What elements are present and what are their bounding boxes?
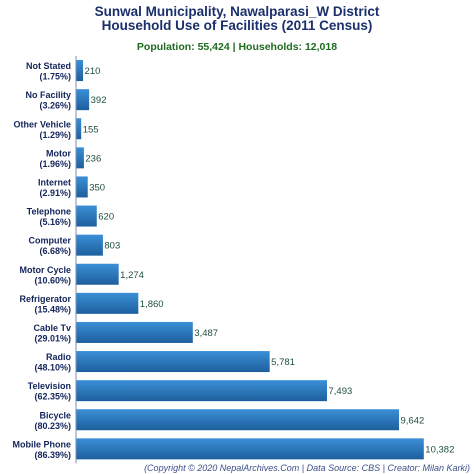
value-label: 1,860 xyxy=(140,299,164,310)
bar-bicycle xyxy=(76,409,400,431)
category-label: Refrigerator xyxy=(19,294,71,304)
category-label: Telephone xyxy=(27,207,71,217)
bar-motor-cycle xyxy=(76,263,119,285)
category-percent-label: (2.91%) xyxy=(39,188,71,198)
value-label: 7,493 xyxy=(329,386,353,397)
category-percent-label: (62.35%) xyxy=(34,392,71,402)
category-percent-label: (3.26%) xyxy=(39,101,71,111)
chart-title-line-1: Sunwal Municipality, Nawalparasi_W Distr… xyxy=(94,4,380,19)
chart-title-line-2: Household Use of Facilities (2011 Census… xyxy=(101,18,373,33)
bar-telephone xyxy=(76,205,97,227)
bar-radio xyxy=(76,351,270,373)
category-label: Mobile Phone xyxy=(13,439,72,449)
value-label: 155 xyxy=(83,124,99,135)
category-label: Motor xyxy=(46,148,71,158)
category-percent-label: (5.16%) xyxy=(39,217,71,227)
category-percent-label: (1.29%) xyxy=(39,130,71,140)
category-label: Not Stated xyxy=(26,61,71,71)
category-label: Television xyxy=(28,381,71,391)
bar-television xyxy=(76,380,328,402)
category-percent-label: (10.60%) xyxy=(34,275,71,285)
bars-group: 210 Not Stated(1.75%) 392 No Facility(3.26%… xyxy=(13,60,454,460)
value-label: 5,781 xyxy=(271,357,295,368)
bar-not-stated xyxy=(76,60,84,82)
value-label: 10,382 xyxy=(425,444,454,455)
bar-cable-tv xyxy=(76,321,193,343)
value-label: 9,642 xyxy=(401,415,425,426)
value-label: 620 xyxy=(98,212,114,223)
chart-subtitle: Population: 55,424 | Households: 12,018 xyxy=(136,41,338,53)
bar-motor xyxy=(76,147,84,169)
copyright-credit: (Copyright © 2020 NepalArchives.Com | Da… xyxy=(144,463,470,473)
category-percent-label: (1.96%) xyxy=(39,159,71,169)
category-percent-label: (15.48%) xyxy=(34,304,71,314)
category-percent-label: (29.01%) xyxy=(34,333,71,343)
category-label: Motor Cycle xyxy=(19,265,71,275)
category-percent-label: (86.39%) xyxy=(34,450,71,460)
value-label: 803 xyxy=(104,241,120,252)
bar-computer xyxy=(76,234,103,256)
category-percent-label: (1.75%) xyxy=(39,72,71,82)
category-percent-label: (6.68%) xyxy=(39,246,71,256)
bar-internet xyxy=(76,176,88,198)
bar-mobile-phone xyxy=(76,438,424,460)
category-label: Bicycle xyxy=(39,410,71,420)
value-label: 210 xyxy=(85,66,101,77)
category-label: Cable Tv xyxy=(33,323,71,333)
value-label: 236 xyxy=(85,153,101,164)
category-label: Computer xyxy=(29,236,72,246)
bar-no-facility xyxy=(76,89,90,111)
category-label: Internet xyxy=(38,177,71,187)
value-label: 1,274 xyxy=(120,270,144,281)
category-label: No Facility xyxy=(25,90,71,100)
category-percent-label: (80.23%) xyxy=(34,421,71,431)
category-label: Radio xyxy=(46,352,72,362)
value-label: 350 xyxy=(89,182,105,193)
value-label: 3,487 xyxy=(194,328,218,339)
bar-refrigerator xyxy=(76,292,139,314)
category-percent-label: (48.10%) xyxy=(34,363,71,373)
bar-other-vehicle xyxy=(76,118,82,140)
category-label: Other Vehicle xyxy=(13,119,71,129)
value-label: 392 xyxy=(91,95,107,106)
